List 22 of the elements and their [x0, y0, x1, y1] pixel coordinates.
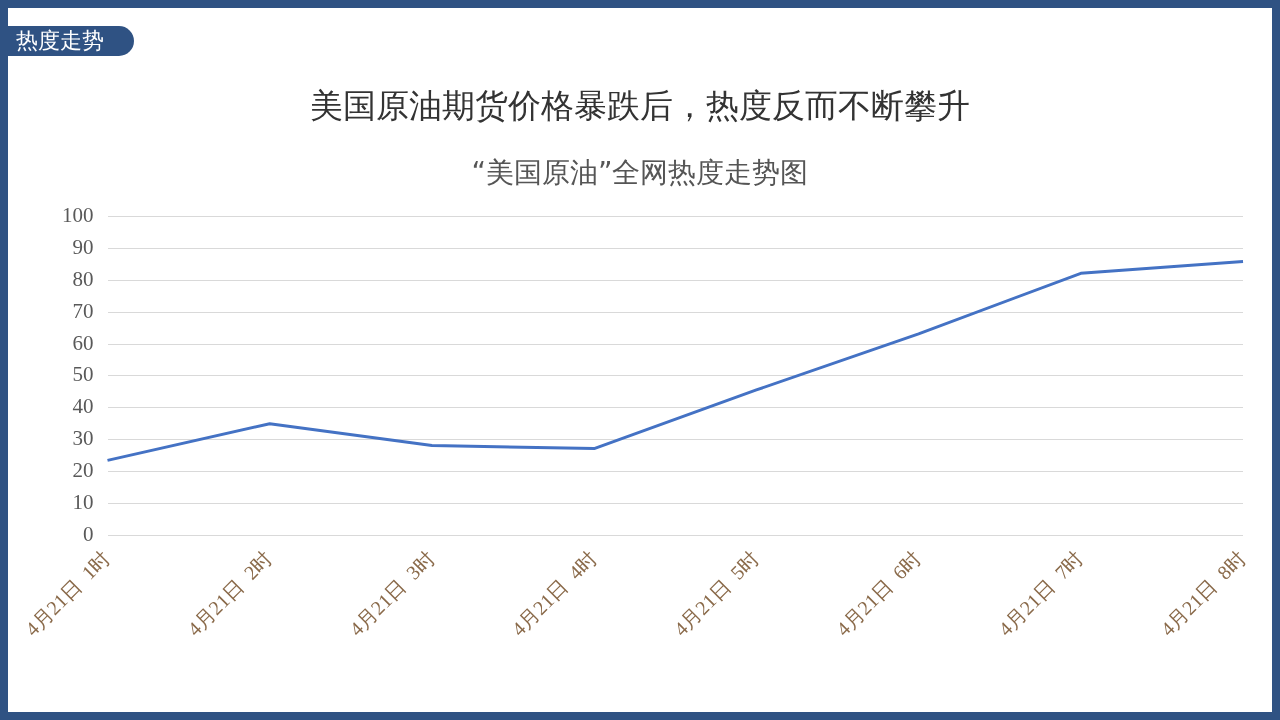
- chart-title: 美国原油期货价格暴跌后，热度反而不断攀升: [309, 85, 971, 127]
- x-tick-label: 4月21日 6时: [831, 546, 926, 641]
- y-tick-label: 0: [83, 521, 94, 546]
- y-tick-label: 40: [72, 394, 94, 419]
- y-tick-label: 60: [72, 330, 94, 355]
- y-tick-label: 100: [62, 203, 94, 228]
- y-tick-label: 90: [72, 234, 94, 259]
- x-tick-label: 4月21日 7时: [994, 546, 1088, 641]
- x-tick-label: 4月21日 8时: [1156, 546, 1250, 641]
- y-tick-label: 20: [72, 458, 94, 483]
- chart-subtitle: “美国原油”全网热度走势图: [470, 155, 810, 191]
- y-tick-label: 80: [72, 266, 94, 291]
- y-tick-label: 70: [72, 298, 94, 323]
- y-tick-label: 10: [72, 489, 94, 514]
- y-tick-label: 50: [72, 362, 94, 387]
- x-tick-label: 4月21日 3时: [345, 546, 439, 641]
- x-tick-label: 4月21日 2时: [182, 546, 277, 641]
- x-tick-label: 4月21日 4时: [507, 546, 601, 641]
- y-tick-label: 30: [72, 426, 94, 451]
- x-tick-label: 4月21日 5时: [669, 546, 763, 641]
- x-tick-label: 4月21日 1时: [20, 546, 115, 641]
- text: 热度走势: [8, 26, 134, 56]
